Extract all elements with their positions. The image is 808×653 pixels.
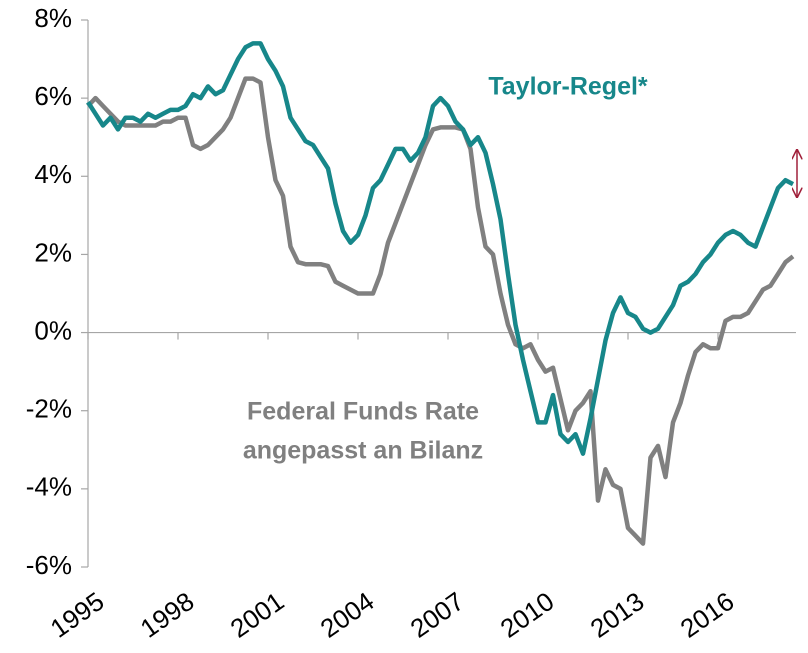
x-tick-label: 2007 [405,586,470,644]
y-tick-label: 8% [34,3,72,33]
y-tick-label: -4% [26,472,72,502]
y-tick-label: 2% [34,237,72,267]
series-label: angepasst an Bilanz [243,437,483,465]
y-tick-label: -2% [26,394,72,424]
x-tick-label: 1998 [135,586,200,644]
x-tick-label: 2016 [675,586,740,644]
y-tick-label: -6% [26,550,72,580]
series-line [86,76,795,546]
series-label: Taylor-Regel* [488,73,648,101]
x-tick-label: 2001 [225,586,290,644]
x-tick-label: 2004 [315,586,380,644]
x-tick-label: 2013 [585,586,650,644]
x-tick-label: 2010 [495,586,560,644]
y-tick-label: 0% [34,315,72,345]
y-tick-label: 4% [34,159,72,189]
series-line [86,41,795,456]
x-tick-label: 1995 [45,586,110,644]
series-label: Federal Funds Rate [247,398,479,426]
y-tick-label: 6% [34,81,72,111]
